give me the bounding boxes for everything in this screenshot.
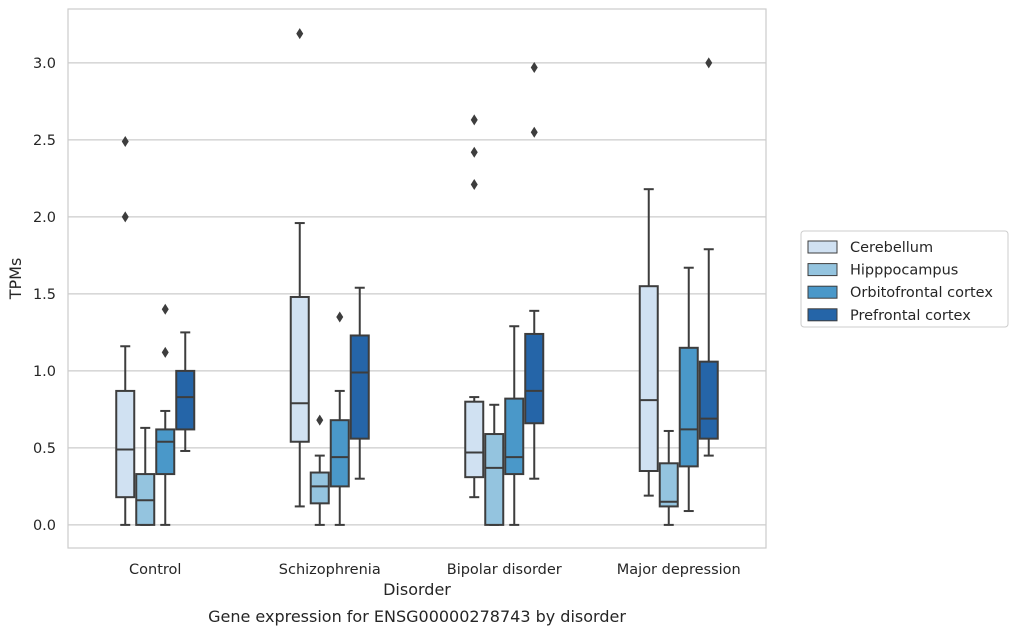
legend-swatch xyxy=(807,263,838,277)
y-axis-ticks: 0.0 0.5 1.0 1.5 2.0 2.5 3.0 xyxy=(33,56,56,534)
outlier-point xyxy=(705,57,713,69)
legend-swatch xyxy=(807,308,838,322)
legend-label: Cerebellum xyxy=(850,240,933,256)
legend-label: Prefrontal cortex xyxy=(850,308,971,324)
box-iqr xyxy=(155,428,176,476)
legend-label: Hipppocampus xyxy=(850,263,958,279)
x-axis-ticks: Control Schizophrenia Bipolar disorder Majo… xyxy=(129,562,741,578)
legend-frame xyxy=(800,230,1009,328)
box-iqr xyxy=(349,334,370,440)
y-tick-label: 3.0 xyxy=(33,56,56,72)
box-iqr xyxy=(329,419,350,488)
box-iqr xyxy=(504,397,525,476)
outlier-point xyxy=(316,414,324,426)
y-tick-label: 2.0 xyxy=(33,210,56,226)
x-tick-label: Schizophrenia xyxy=(279,562,381,578)
box-iqr xyxy=(115,389,136,499)
legend-label: Orbitofrontal cortex xyxy=(850,285,993,301)
box-iqr xyxy=(678,346,699,468)
box-iqr xyxy=(698,360,719,440)
legend-swatch xyxy=(807,285,838,299)
legend: Cerebellum Hipppocampus Orbitofrontal cort… xyxy=(800,230,1009,328)
chart-caption: Gene expression for ENSG00000278743 by d… xyxy=(208,607,626,626)
outlier-point xyxy=(296,28,304,40)
box-iqr xyxy=(464,400,485,479)
outlier-point xyxy=(161,346,169,358)
box-iqr xyxy=(309,471,330,505)
legend-swatch xyxy=(807,240,838,254)
outlier-point xyxy=(336,311,344,323)
y-tick-label: 1.0 xyxy=(33,364,56,380)
outlier-point xyxy=(161,303,169,315)
x-axis-label: Disorder xyxy=(383,580,451,599)
y-tick-label: 2.5 xyxy=(33,133,56,149)
box-iqr xyxy=(638,285,659,473)
x-tick-label: Bipolar disorder xyxy=(447,562,562,578)
y-tick-label: 1.5 xyxy=(33,287,56,303)
box-iqr xyxy=(175,369,196,431)
y-tick-label: 0.5 xyxy=(33,441,56,457)
outlier-point xyxy=(470,114,478,126)
outlier-point xyxy=(530,62,538,74)
y-tick-label: 0.0 xyxy=(33,518,56,534)
box-iqr xyxy=(524,332,545,425)
outlier-point xyxy=(121,135,129,147)
outlier-point xyxy=(121,211,129,223)
box-iqr xyxy=(484,433,505,526)
box-plot-marks xyxy=(115,28,719,526)
x-tick-label: Control xyxy=(129,562,181,578)
outlier-point xyxy=(470,179,478,191)
box-iqr xyxy=(289,295,310,443)
x-tick-label: Major depression xyxy=(617,562,741,578)
y-axis-label: TPMs xyxy=(6,258,25,301)
outlier-point xyxy=(470,146,478,158)
outlier-point xyxy=(530,126,538,138)
box-iqr xyxy=(658,462,679,508)
plot-frame xyxy=(67,8,767,549)
